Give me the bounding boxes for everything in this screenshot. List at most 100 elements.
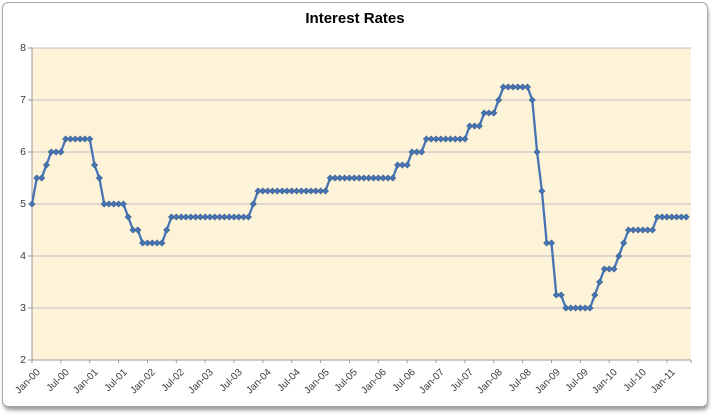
data-point-marker [293,187,301,195]
data-point-marker [567,304,575,312]
data-point-marker [66,135,75,143]
data-point-marker [596,278,604,286]
data-point-marker [317,187,325,195]
data-point-marker [466,122,474,130]
data-point-marker [249,200,257,208]
data-point-marker [562,304,570,312]
data-point-marker [86,135,94,143]
data-point-marker [629,226,637,234]
data-point-marker [528,96,536,104]
data-point-marker [187,213,195,221]
data-point-marker [432,135,440,143]
data-point-marker [634,226,642,234]
data-point-marker [76,135,84,143]
data-point-marker [235,213,243,221]
data-point-marker [403,161,411,169]
data-point-marker [442,135,450,143]
data-point-marker [28,200,36,208]
data-point-marker [644,226,652,234]
data-point-marker [648,226,657,234]
data-point-marker [321,187,329,195]
data-point-marker [307,187,315,195]
data-point-marker [413,148,421,156]
data-point-marker [278,187,286,195]
data-point-marker [341,174,349,182]
data-point-marker [206,213,214,221]
y-axis-label: 5 [20,198,26,210]
data-point-marker [379,174,387,182]
data-point-marker [389,174,397,182]
data-point-marker [591,291,599,299]
data-point-marker [105,200,113,208]
data-point-marker [95,174,103,182]
data-point-marker [283,187,291,195]
data-point-marker [47,148,55,156]
data-point-marker [615,252,623,260]
data-point-marker [312,187,320,195]
data-point-marker [268,187,277,195]
data-point-marker [192,213,200,221]
data-point-marker [139,239,147,247]
data-point-marker [509,83,517,91]
data-point-marker [408,148,416,156]
data-point-marker [658,213,666,221]
data-point-marker [471,122,479,130]
data-point-marker [620,239,628,247]
data-point-marker [437,135,445,143]
data-point-marker [398,161,406,169]
data-point-marker [230,213,238,221]
data-point-marker [153,239,161,247]
data-point-marker [134,226,142,234]
data-point-marker [360,174,368,182]
data-point-marker [624,226,632,234]
data-point-marker [365,174,373,182]
data-point-marker [639,226,647,234]
data-point-marker [110,200,118,208]
data-point-marker [572,304,580,312]
data-point-marker [62,135,70,143]
y-axis-label: 4 [20,250,26,262]
data-point-marker [297,187,305,195]
data-point-marker [345,174,353,182]
data-point-marker [220,213,228,221]
data-point-marker [302,187,310,195]
data-point-marker [115,200,123,208]
data-point-marker [163,226,171,234]
y-axis-label: 7 [20,94,26,106]
data-point-marker [586,304,594,312]
data-point-marker [336,174,344,182]
data-point-marker [158,239,166,247]
data-point-marker [148,239,156,247]
data-point-marker [668,213,676,221]
data-point-marker [129,226,137,234]
data-point-marker [600,265,608,273]
data-point-marker [514,83,522,91]
data-point-marker [523,83,531,91]
data-point-marker [196,213,204,221]
data-point-marker [384,174,392,182]
data-point-marker [259,187,267,195]
data-point-marker [610,265,618,273]
data-point-marker [475,122,483,130]
data-point-marker [480,109,488,117]
data-point-marker [504,83,512,91]
data-point-marker [254,187,262,195]
data-point-marker [446,135,455,143]
y-axis-label: 8 [20,42,26,54]
data-point-marker [374,174,382,182]
data-point-marker [201,213,209,221]
data-point-marker [331,174,339,182]
y-axis-label: 6 [20,146,26,158]
data-point-marker [461,135,469,143]
data-point-marker [38,174,46,182]
data-point-marker [42,161,50,169]
data-point-marker [33,174,41,182]
data-point-marker [682,213,690,221]
data-point-marker [182,213,190,221]
data-point-marker [499,83,507,91]
data-point-marker [581,304,589,312]
data-point-marker [57,148,65,156]
data-point-marker [350,174,358,182]
data-point-marker [52,148,60,156]
data-point-marker [394,161,402,169]
